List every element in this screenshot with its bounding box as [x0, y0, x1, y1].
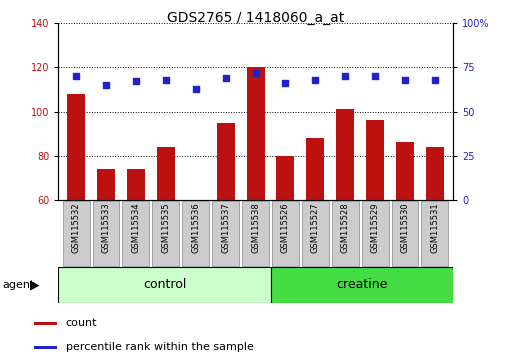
Point: [281, 80, 289, 86]
Bar: [127, 169, 144, 200]
Bar: [276, 156, 294, 200]
FancyBboxPatch shape: [272, 201, 298, 266]
Bar: [67, 94, 85, 200]
Text: count: count: [66, 318, 97, 328]
Text: creatine: creatine: [335, 279, 387, 291]
Point: [72, 73, 80, 79]
FancyBboxPatch shape: [361, 201, 388, 266]
Bar: [336, 109, 354, 200]
FancyBboxPatch shape: [122, 201, 149, 266]
Point: [400, 77, 408, 82]
Bar: [34, 346, 57, 349]
Bar: [34, 322, 57, 325]
Point: [162, 77, 170, 82]
Text: percentile rank within the sample: percentile rank within the sample: [66, 342, 253, 352]
Text: GSM115528: GSM115528: [340, 202, 349, 253]
Text: GSM115527: GSM115527: [310, 202, 319, 253]
Text: agent: agent: [3, 280, 35, 290]
Text: GSM115532: GSM115532: [72, 202, 80, 253]
Point: [191, 86, 199, 91]
FancyBboxPatch shape: [301, 201, 328, 266]
Text: GSM115526: GSM115526: [280, 202, 289, 253]
FancyBboxPatch shape: [331, 201, 358, 266]
Text: GSM115537: GSM115537: [221, 202, 230, 253]
FancyBboxPatch shape: [92, 201, 119, 266]
Text: GSM115536: GSM115536: [191, 202, 200, 253]
Text: control: control: [142, 279, 186, 291]
Point: [370, 73, 378, 79]
Point: [430, 77, 438, 82]
FancyBboxPatch shape: [58, 267, 270, 303]
Text: GSM115534: GSM115534: [131, 202, 140, 253]
Text: GSM115533: GSM115533: [102, 202, 110, 253]
FancyBboxPatch shape: [421, 201, 447, 266]
FancyBboxPatch shape: [212, 201, 239, 266]
Text: GSM115538: GSM115538: [250, 202, 260, 253]
Text: GSM115531: GSM115531: [430, 202, 438, 253]
FancyBboxPatch shape: [182, 201, 209, 266]
FancyBboxPatch shape: [270, 267, 452, 303]
Bar: [306, 138, 324, 200]
Text: GSM115530: GSM115530: [400, 202, 409, 253]
Bar: [366, 120, 383, 200]
FancyBboxPatch shape: [152, 201, 179, 266]
Text: GSM115535: GSM115535: [161, 202, 170, 253]
Bar: [216, 122, 234, 200]
Point: [221, 75, 229, 81]
Point: [102, 82, 110, 88]
FancyBboxPatch shape: [63, 201, 89, 266]
Point: [340, 73, 348, 79]
FancyBboxPatch shape: [241, 201, 269, 266]
Bar: [246, 67, 264, 200]
Bar: [395, 142, 413, 200]
Point: [132, 79, 140, 84]
Point: [251, 70, 259, 75]
Text: ▶: ▶: [29, 279, 39, 291]
FancyBboxPatch shape: [391, 201, 418, 266]
Text: GSM115529: GSM115529: [370, 202, 379, 252]
Bar: [425, 147, 443, 200]
Text: GDS2765 / 1418060_a_at: GDS2765 / 1418060_a_at: [167, 11, 343, 25]
Bar: [97, 169, 115, 200]
Point: [311, 77, 319, 82]
Bar: [157, 147, 174, 200]
